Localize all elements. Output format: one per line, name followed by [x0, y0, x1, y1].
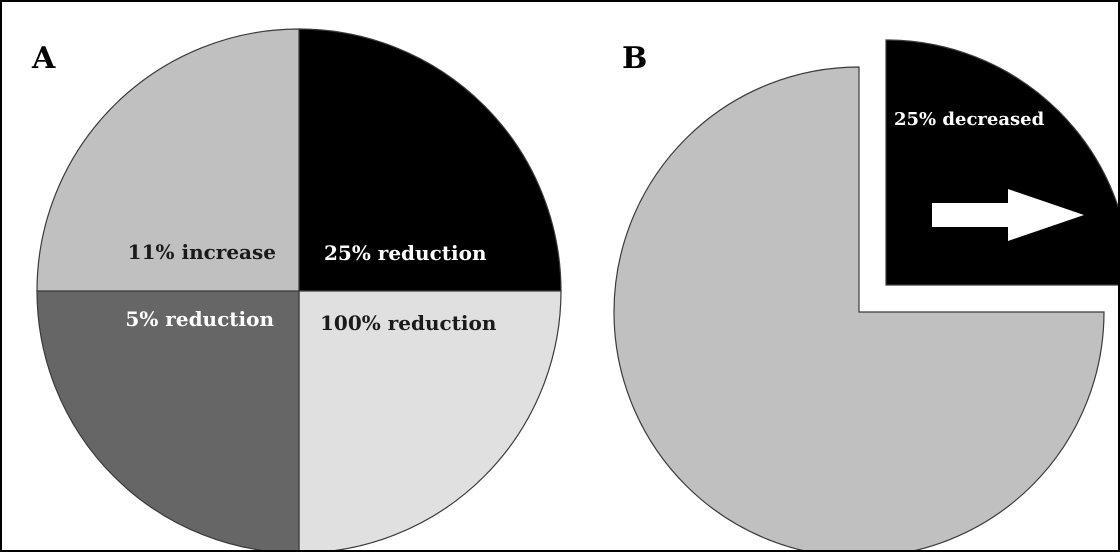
panel-label-a: A	[31, 41, 56, 76]
pie-b-slice-25-decreased	[886, 40, 1120, 285]
pie-a-label-11-increase: 11% increase	[128, 240, 276, 264]
pie-a-slices	[37, 29, 561, 552]
pie-a-label-5-reduction: 5% reduction	[125, 307, 274, 331]
panel-label-b: B	[622, 41, 647, 76]
pie-chart-b: 25% decreased B	[614, 40, 1120, 552]
pie-a-label-100-reduction: 100% reduction	[320, 311, 497, 335]
pie-chart-a: 25% reduction 100% reduction 5% reduction 1…	[31, 29, 561, 552]
pie-b-label-25-decreased: 25% decreased	[894, 109, 1045, 130]
pie-a-label-25-reduction: 25% reduction	[324, 241, 487, 265]
